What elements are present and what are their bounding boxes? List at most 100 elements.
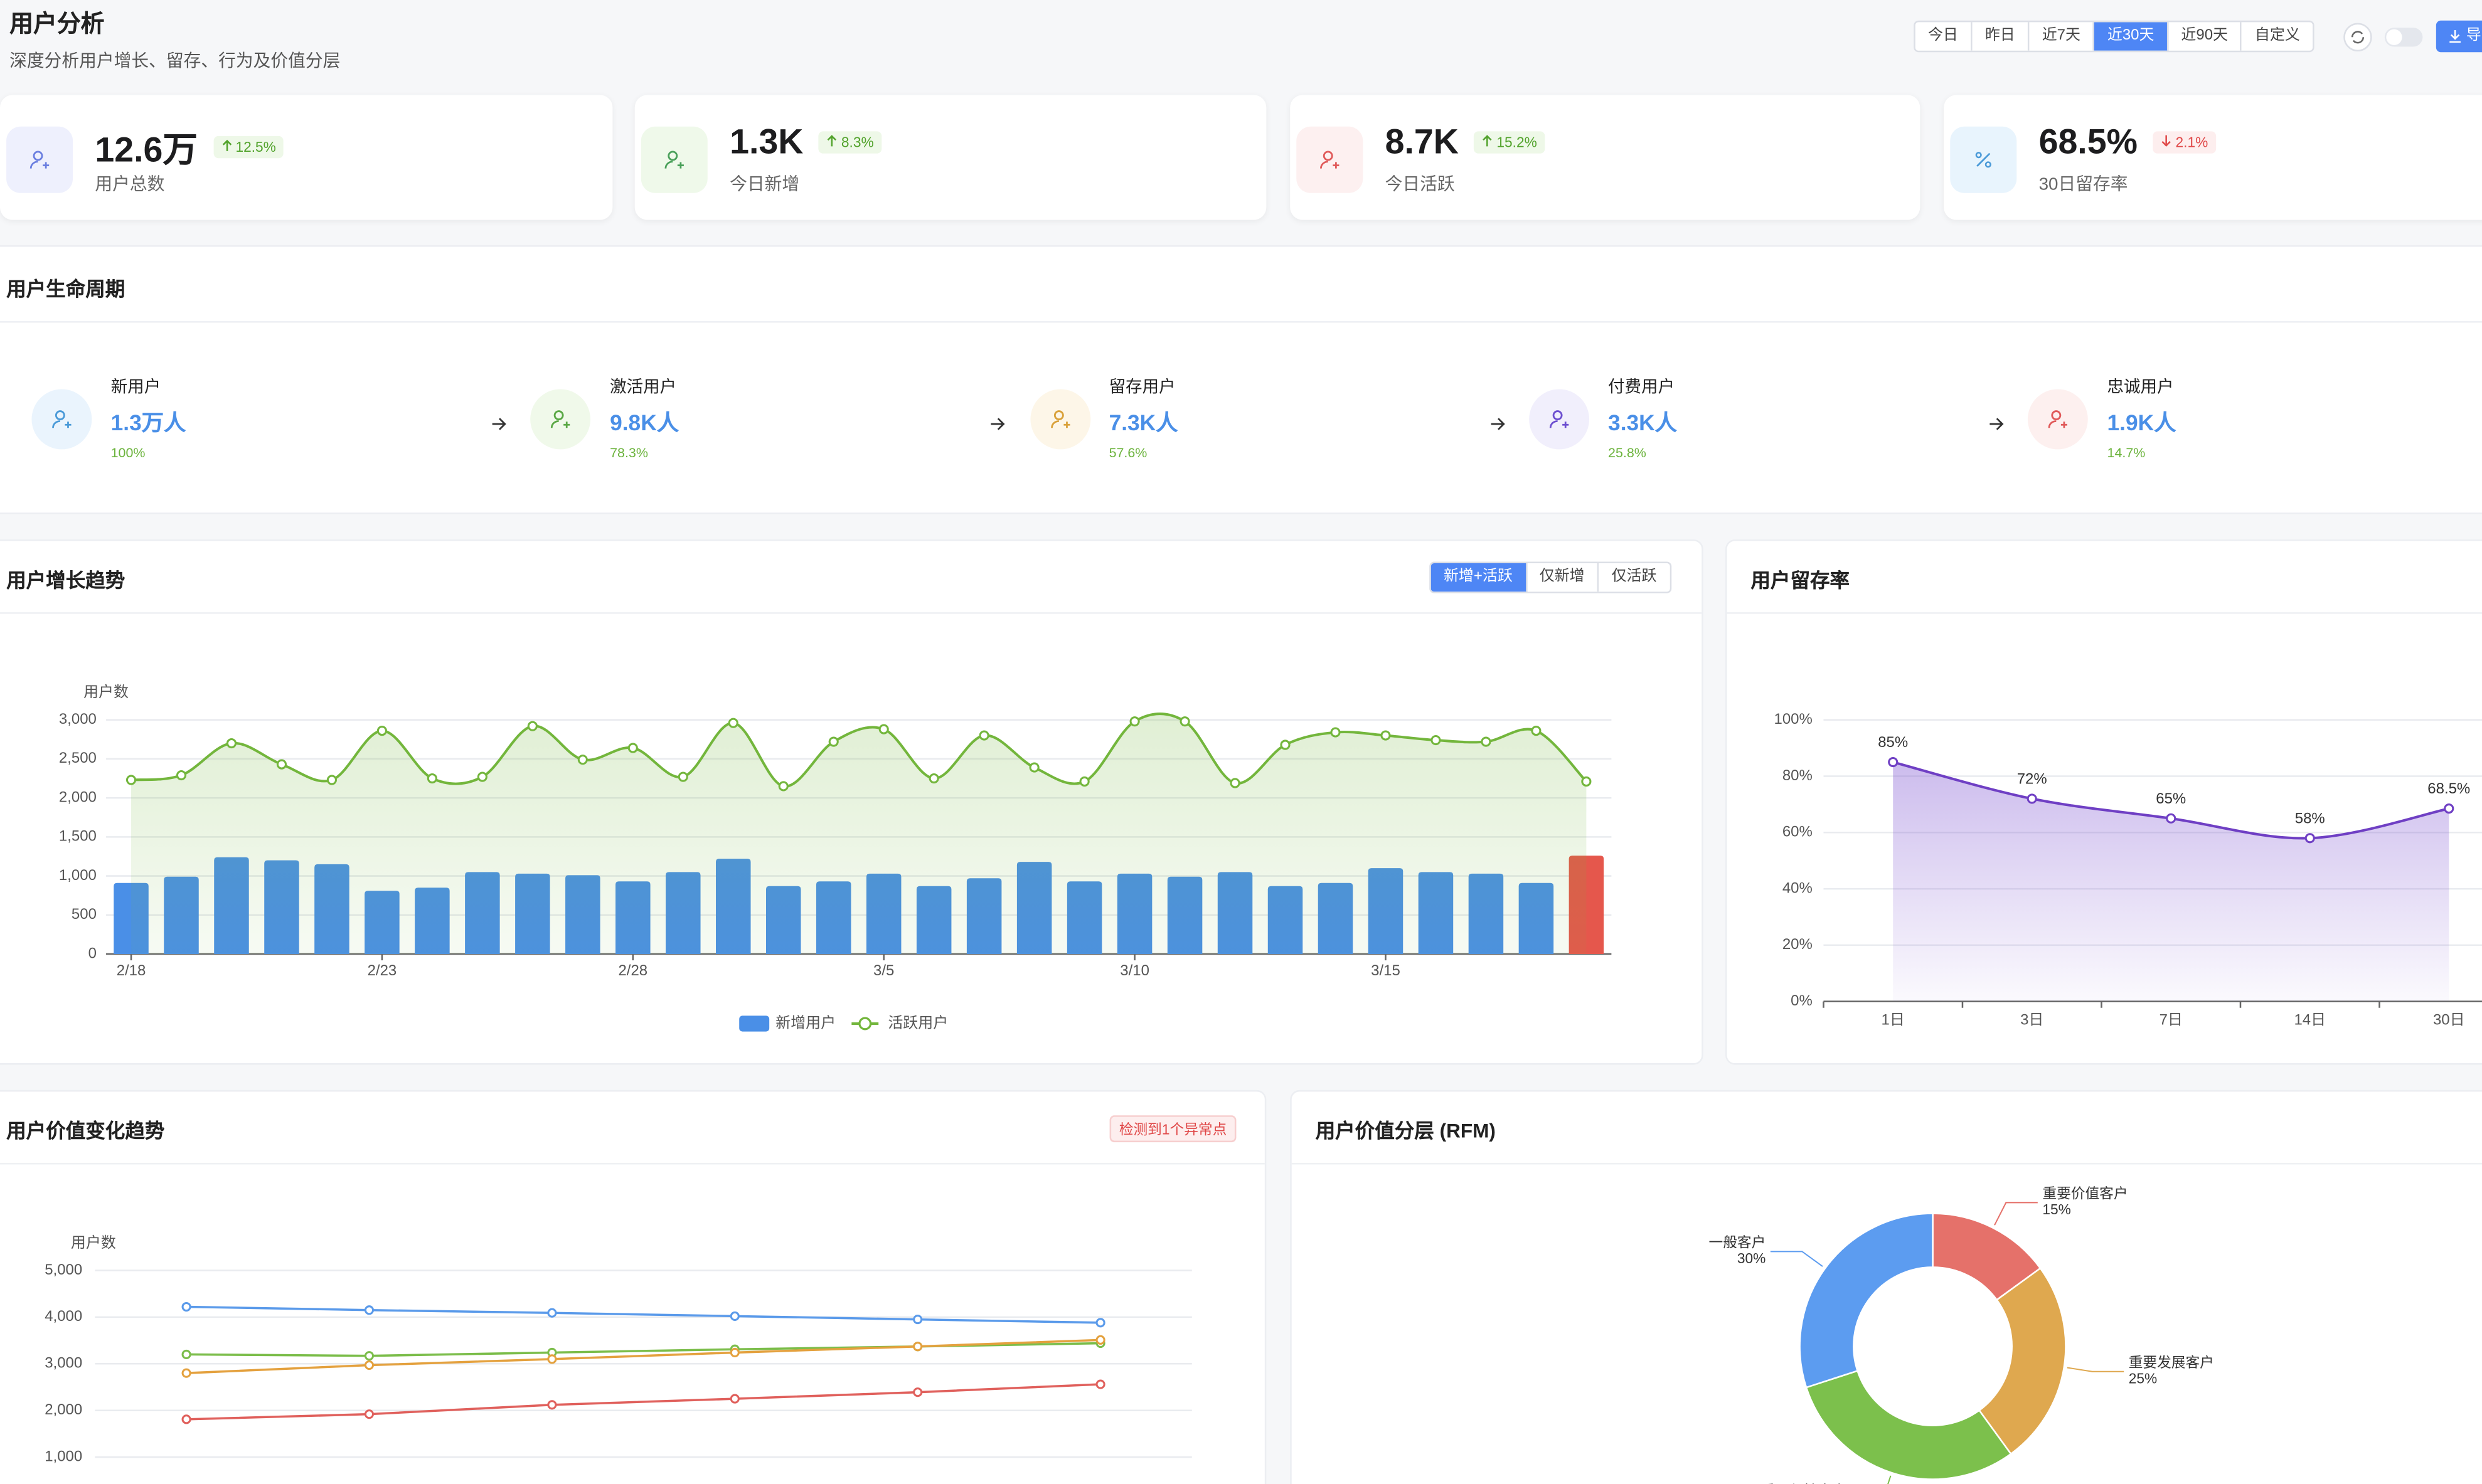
donut-slice [1805,1369,2012,1480]
line-point [913,1315,923,1325]
stage-icon [2028,389,2089,450]
refresh-button[interactable] [2343,22,2373,52]
stat-card: 68.5% 2.1% 30日留存率 [1944,95,2482,220]
stat-number: 1.3K [730,122,804,162]
chart-tab[interactable]: 新增+活跃 [1430,563,1527,592]
stat-number: 8.7K [1385,122,1459,162]
x-tick-label: 7日 [2160,1011,2183,1028]
stat-icon [1296,126,1363,193]
line-point [730,1394,740,1404]
stage-icon [31,389,92,450]
range-button[interactable]: 近7天 [2029,22,2095,51]
line-point [1180,716,1190,727]
export-button[interactable]: 导出 [2436,20,2482,53]
line-point [1531,726,1542,736]
stage-rate: 14.7% [2107,444,2146,461]
stat-value: 68.5% 2.1% [2039,122,2216,163]
y-tick-label: 0% [1791,992,1813,1009]
trend-arrow [221,139,233,155]
stage-arrow [990,411,1006,440]
line-point [1330,727,1341,738]
donut-slice [1799,1212,1934,1389]
line-point [547,1400,557,1410]
range-button[interactable]: 近90天 [2168,22,2242,51]
line-point [913,1342,923,1352]
x-tick-label: 1日 [1882,1011,1905,1028]
data-label: 58% [2295,810,2325,827]
slice-value: 15% [2042,1201,2070,1217]
x-tick-label: 2/23 [368,962,397,979]
icon-glyph [52,410,72,428]
icon-glyph [1050,410,1070,428]
auto-refresh-toggle[interactable] [2384,27,2424,48]
export-label: 导出 [2466,26,2482,45]
x-tick-label: 2/28 [618,962,647,979]
legend-swatch [739,1015,770,1032]
y-tick-label: 20% [1782,936,1813,953]
line-point [547,1354,557,1364]
label-leader [2067,1367,2124,1372]
stat-card: 1.3K 8.3% 今日新增 [634,95,1267,220]
line-point [181,1368,191,1378]
trend-arrow [1483,134,1494,150]
line-point [1280,739,1291,750]
panel-title: 用户留存率 [1750,570,1850,592]
anomaly-badge[interactable]: 检测到1个异常点 [1109,1115,1237,1143]
line-point [364,1409,375,1419]
legend-label: 新增用户 [775,1014,836,1031]
chart-tab[interactable]: 仅活跃 [1599,563,1670,592]
range-button[interactable]: 今日 [1915,22,1973,51]
line-point [364,1351,375,1361]
line-area [1893,762,2449,1002]
panel-title: 用户生命周期 [6,278,125,301]
data-label: 65% [2156,790,2186,807]
range-button[interactable]: 近30天 [2094,22,2169,51]
line-point [730,1311,740,1321]
line-point [427,773,437,784]
y-tick-label: 3,000 [59,711,97,728]
line-point [577,755,588,765]
slice-label: 重要发展客户 [2129,1354,2214,1370]
line-point [2166,813,2176,824]
slice-label: 重要保持客户 [1761,1483,1846,1484]
line-point [1095,1318,1105,1328]
slice-value: 25% [2129,1370,2157,1386]
change-value: 8.3% [841,134,874,151]
stage-name: 留存用户 [1109,378,1176,398]
divider [1291,1162,2482,1165]
stage-name: 忠诚用户 [2107,378,2174,398]
y-tick-label: 2,000 [45,1401,82,1418]
range-button[interactable]: 昨日 [1972,22,2030,51]
change-value: 2.1% [2175,134,2208,151]
y-axis-title: 用户数 [83,684,129,701]
slice-label: 一般客户 [1709,1234,1766,1251]
stage-name: 付费用户 [1608,378,1675,398]
line [186,1305,1101,1324]
stage-rate: 78.3% [610,444,648,461]
y-tick-label: 3,000 [45,1355,82,1372]
line-point [181,1301,191,1312]
y-tick-label: 2,000 [59,788,97,805]
x-tick-label: 3/5 [873,962,894,979]
growth-tabs: 新增+活跃 仅新增 仅活跃 [1429,561,1671,593]
line-point [1481,736,1491,747]
line-point [979,730,989,741]
slice-label: 重要价值客户 [2042,1185,2128,1202]
trend-arrow [827,134,838,150]
donut-slice [1978,1267,2067,1455]
panel-title: 用户价值分层 (RFM) [1315,1120,1496,1143]
line-point [326,775,338,785]
stage-icon [530,389,591,450]
line-point [778,781,789,792]
divider [0,321,2482,323]
label-leader [1770,1251,1823,1267]
stage-count: 7.3K人 [1109,410,1178,435]
chart-tab[interactable]: 仅新增 [1526,563,1599,592]
range-button[interactable]: 自定义 [2242,22,2313,51]
line-point [1095,1335,1105,1345]
x-tick-label: 2/18 [117,962,146,979]
line-point [176,770,187,781]
stat-value: 1.3K 8.3% [730,122,882,163]
stat-value: 12.6万 12.5% [95,122,284,172]
